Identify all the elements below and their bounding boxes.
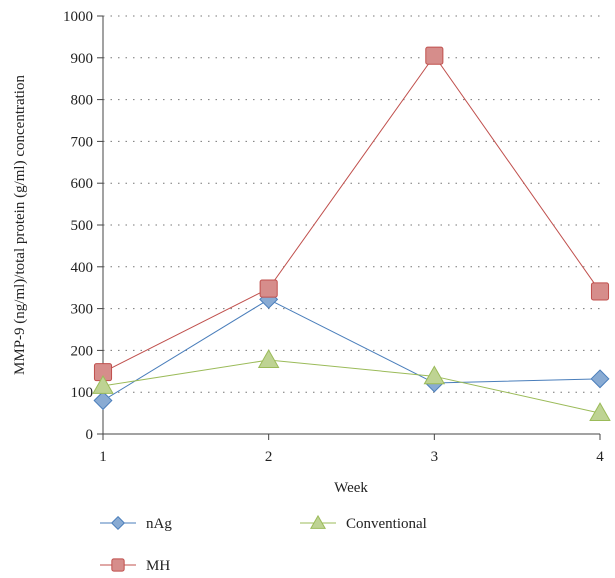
x-tick-label: 3 [431,449,439,465]
y-tick-label: 1000 [63,9,93,25]
data-point-marker [92,375,114,394]
legend-label: Conventional [346,516,427,532]
x-tick-label: 4 [596,449,604,465]
y-tick-label: 200 [71,343,94,359]
y-tick-label: 800 [71,93,94,109]
data-point-marker [93,391,113,411]
series-mh [93,46,610,382]
grid-lines [103,15,600,393]
y-tick-label: 300 [71,302,94,318]
data-point-marker [259,279,278,298]
data-point-marker [425,46,444,65]
x-tick-label: 1 [99,449,107,465]
legend-item-conventional: Conventional [300,514,427,532]
data-point-marker [590,282,610,301]
x-tick-label: 2 [265,449,273,465]
series-conventional [92,349,611,422]
legend-marker [111,558,125,572]
legend-marker [309,514,327,529]
y-tick-label: 100 [71,385,94,401]
x-axis-label: Week [334,480,368,496]
series-layer [92,46,611,422]
data-point-marker [257,349,280,368]
y-tick-label: 500 [71,218,94,234]
legend-label: MH [146,558,170,574]
legend-item-mh: MH [100,558,170,574]
series-line [102,359,601,414]
y-tick-label: 0 [86,427,94,443]
y-tick-label: 700 [71,134,94,150]
legend-item-nag: nAg [100,515,172,532]
data-point-marker [589,402,611,422]
legend-marker [110,515,126,531]
series-line [102,298,601,401]
x-axis-ticks: 1 2 3 4 [99,434,604,465]
y-axis-ticks: 0 100 200 300 400 500 600 700 800 900 1000 [63,9,103,443]
y-tick-label: 400 [71,260,94,276]
series-line [102,54,601,373]
y-tick-label: 600 [71,176,94,192]
legend: nAg MH Conventional [100,514,427,574]
y-axis-label: MMP-9 (ng/ml)/total protein (g/ml) conce… [12,75,28,375]
legend-label: nAg [146,516,172,532]
data-point-marker [423,365,446,385]
y-tick-label: 900 [71,51,94,67]
data-point-marker [590,369,610,389]
